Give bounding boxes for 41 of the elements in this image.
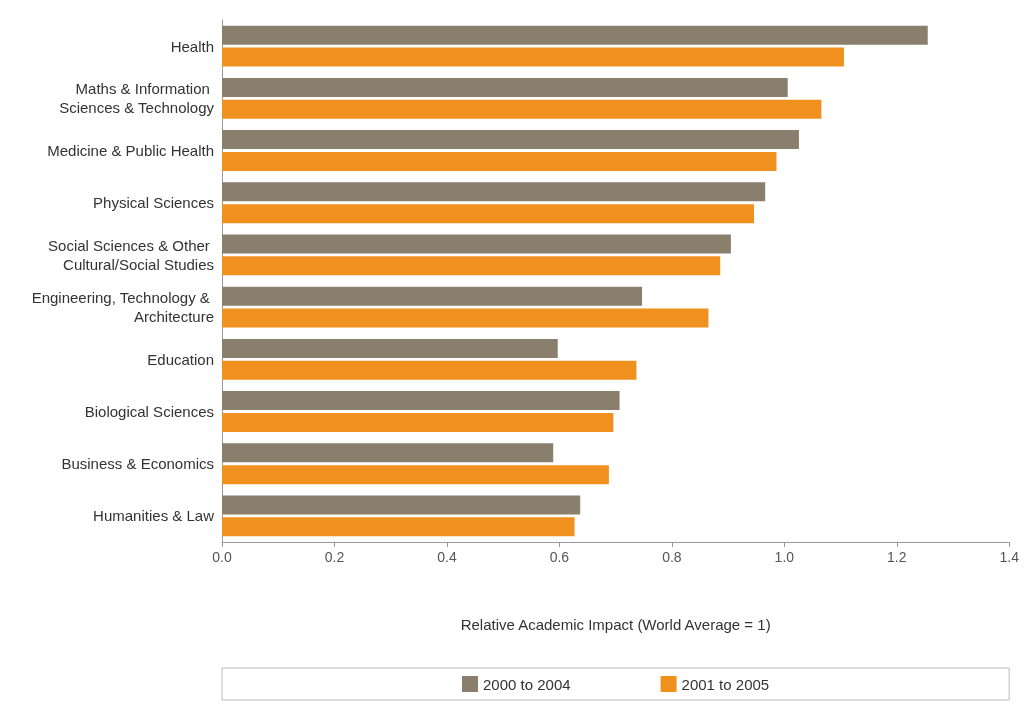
legend-label: 2001 to 2005: [681, 675, 770, 693]
bar: [222, 517, 575, 537]
bar: [222, 204, 754, 224]
y-tick-label: Education: [147, 350, 214, 368]
bar: [222, 151, 777, 171]
x-tick-label: 1.2: [887, 549, 907, 565]
y-tick-label: Medicine & Public Health: [47, 142, 214, 159]
bar: [222, 308, 709, 328]
y-tick-label: Biological Sciences: [84, 403, 214, 420]
bar: [222, 25, 928, 45]
bar: [222, 47, 844, 67]
x-tick-label: 1.4: [999, 549, 1020, 565]
x-tick-label: 0.6: [549, 549, 570, 565]
bar: [222, 465, 609, 485]
y-tick-label: Business & Economics: [61, 455, 214, 473]
bar: [222, 286, 643, 306]
bar: [222, 234, 731, 254]
y-tick-label: Health: [170, 37, 214, 55]
bar: [222, 256, 721, 276]
y-tick-label: Maths & Information Sciences & Technology: [59, 80, 215, 117]
bar: [222, 495, 581, 515]
legend-label: 2000 to 2004: [483, 675, 571, 693]
y-tick-label: Engineering, Technology & Architecture: [31, 289, 214, 326]
bar: [222, 412, 614, 432]
bar: [222, 99, 822, 119]
bar: [222, 360, 637, 380]
bar: [222, 77, 788, 97]
y-tick-label: Humanities & Law: [93, 507, 215, 525]
y-tick-label: Physical Sciences: [93, 194, 214, 212]
x-tick-label: 0.0: [212, 549, 232, 565]
y-tick-label: Social Sciences & Other Cultural/Social Studies: [48, 236, 214, 273]
x-tick-label: 0.2: [324, 549, 345, 565]
x-tick-label: 1.0: [774, 549, 795, 565]
bar: [222, 391, 620, 411]
bar: [222, 338, 558, 358]
bar: [222, 443, 554, 463]
x-tick-label: 0.4: [437, 549, 457, 565]
x-axis-title: Relative Academic Impact (World Average = 1): [460, 616, 771, 633]
bar: [222, 182, 766, 202]
bar: [222, 130, 799, 150]
x-tick-label: 0.8: [662, 549, 682, 565]
